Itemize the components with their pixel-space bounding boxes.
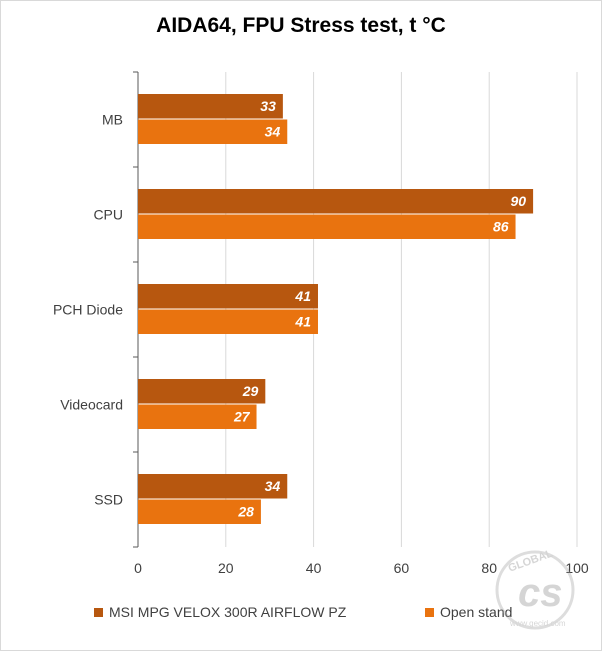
category-label: SSD (94, 492, 123, 508)
x-tick-label: 20 (218, 560, 234, 576)
data-label: 41 (294, 288, 311, 304)
category-label: PCH Diode (53, 302, 123, 318)
x-tick-label: 80 (481, 560, 497, 576)
bar-2 (138, 119, 288, 144)
x-tick-label: 40 (306, 560, 322, 576)
legend: MSI MPG VELOX 300R AIRFLOW PZ Open stand (0, 604, 602, 626)
chart-title: AIDA64, FPU Stress test, t °C (156, 14, 446, 37)
bar-2 (138, 309, 318, 334)
svg-text:cs: cs (518, 571, 563, 615)
x-tick-label: 60 (394, 560, 410, 576)
category-label: CPU (93, 207, 123, 223)
x-tick-label: 0 (134, 560, 142, 576)
bar-2 (138, 214, 516, 239)
gecid-logo-watermark: GLOBAL cs www.gecid.com (495, 547, 575, 630)
data-label: 34 (265, 478, 281, 494)
category-label: MB (102, 112, 123, 128)
data-label: 33 (260, 98, 276, 114)
legend-label-series-1: MSI MPG VELOX 300R AIRFLOW PZ (109, 604, 347, 620)
legend-swatch-series-2 (425, 607, 434, 617)
legend-swatch-series-1 (94, 607, 103, 617)
bar-1 (138, 284, 318, 309)
svg-text:www.gecid.com: www.gecid.com (509, 619, 566, 628)
bar-1 (138, 474, 288, 499)
bar-1 (138, 94, 283, 119)
legend-item-series-2: Open stand (425, 604, 512, 620)
data-label: 86 (493, 218, 509, 234)
data-label: 28 (237, 503, 254, 519)
bar-1 (138, 189, 534, 214)
bar-2 (138, 404, 257, 429)
category-label: Videocard (60, 397, 123, 413)
data-label: 27 (233, 408, 251, 424)
data-label: 29 (242, 383, 259, 399)
x-tick-label: 100 (565, 560, 589, 576)
legend-label-series-2: Open stand (440, 604, 513, 620)
data-label: 41 (294, 313, 311, 329)
legend-item-series-1: MSI MPG VELOX 300R AIRFLOW PZ (94, 604, 346, 620)
bar-1 (138, 379, 266, 404)
bar-2 (138, 499, 261, 524)
data-label: 34 (265, 123, 281, 139)
data-label: 90 (511, 193, 527, 209)
